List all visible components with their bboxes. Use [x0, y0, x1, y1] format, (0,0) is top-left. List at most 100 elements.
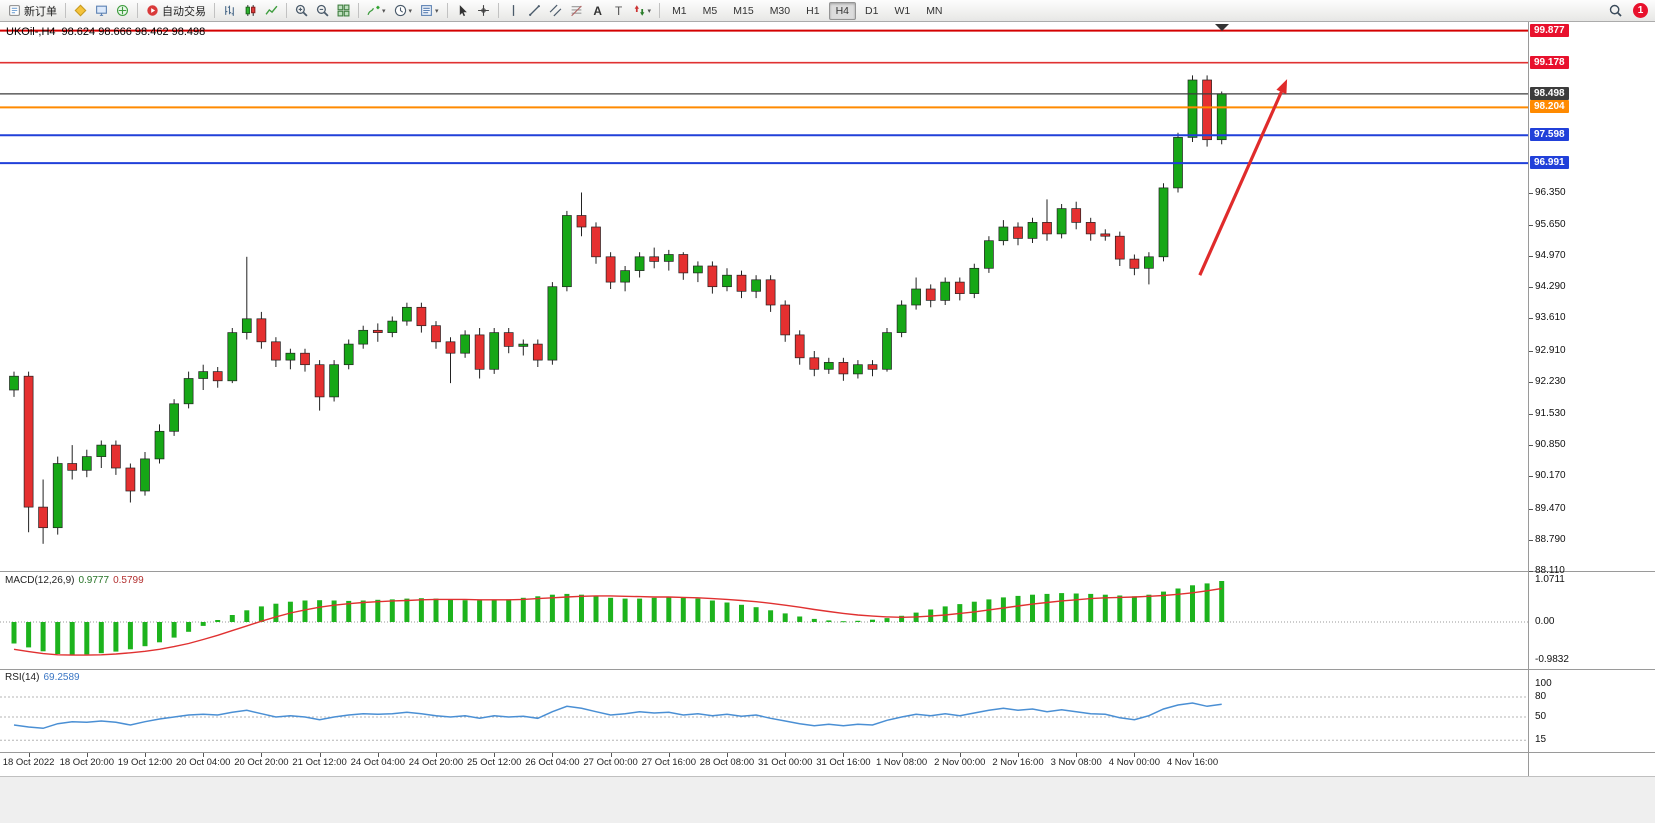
- dropdown-caret-icon: ▾: [435, 7, 439, 15]
- time-axis-tick: [1192, 753, 1194, 757]
- time-axis-label: 3 Nov 08:00: [1050, 757, 1102, 768]
- time-axis-tick: [1134, 753, 1136, 757]
- indicators-icon: [367, 4, 380, 17]
- favorites-button[interactable]: [71, 2, 90, 20]
- bars-icon: [223, 4, 236, 17]
- zoom-in-button[interactable]: [292, 2, 311, 20]
- time-axis-label: 26 Oct 04:00: [525, 757, 580, 768]
- vline-icon: [507, 4, 520, 17]
- macd-signal-value: 0.5799: [113, 575, 144, 586]
- price-axis-tick: [1529, 508, 1533, 510]
- price-axis-label: 94.970: [1535, 249, 1566, 261]
- price-axis-label: 91.530: [1535, 407, 1566, 419]
- timeframe-h4-button[interactable]: H4: [828, 1, 856, 20]
- trend-arrow-annotation[interactable]: [1198, 79, 1288, 276]
- time-axis-label: 24 Oct 20:00: [408, 757, 464, 768]
- crosshair-icon: [477, 4, 490, 17]
- price-axis-label: 92.230: [1535, 375, 1566, 387]
- price-axis-label: 88.790: [1535, 533, 1566, 545]
- trendline-button[interactable]: [525, 2, 544, 20]
- price-axis-tick: [1529, 350, 1533, 352]
- templates-icon: [420, 4, 433, 17]
- timeframe-w1-button[interactable]: W1: [894, 4, 911, 17]
- time-axis-label: 18 Oct 20:00: [59, 757, 114, 768]
- macd-scale-label: 1.0711: [1535, 574, 1565, 586]
- time-axis-tick: [145, 753, 146, 757]
- time-axis-tick: [901, 753, 903, 757]
- timeframe-d1-button[interactable]: D1: [865, 4, 879, 17]
- chart-shift-marker[interactable]: [1215, 24, 1229, 31]
- price-axis-label: 95.650: [1535, 218, 1566, 230]
- text-button[interactable]: A: [588, 2, 607, 20]
- line-chart-button[interactable]: [262, 2, 281, 20]
- svg-text:T: T: [615, 4, 622, 17]
- price-axis-label: 88.110: [1535, 564, 1565, 576]
- timeframe-m15-button[interactable]: M15: [733, 4, 754, 17]
- toolbar-separator: [65, 3, 66, 18]
- cursor-button[interactable]: [453, 2, 472, 20]
- price-axis: 96.350 95.650 94.970 94.290 93.610 92.910 92.2…: [1528, 0, 1655, 776]
- rsi-indicator-label: RSI(14) 69.2589: [5, 672, 80, 683]
- zoom-out-button[interactable]: [313, 2, 332, 20]
- price-axis-tick: [1529, 413, 1533, 415]
- toolbar-separator: [358, 3, 359, 18]
- macd-indicator-label: MACD(12,26,9) 0.9777 0.5799: [5, 575, 144, 586]
- time-axis: 18 Oct 2022 18 Oct 20:00 19 Oct 12:00 20 Oc…: [0, 752, 1655, 776]
- price-tag-98.204: 98.204: [1530, 100, 1569, 114]
- timeframe-m5-button[interactable]: M5: [702, 4, 718, 17]
- bar-chart-button[interactable]: [220, 2, 239, 20]
- trendline-icon: [528, 4, 541, 17]
- new-order-button[interactable]: 新订单: [5, 2, 60, 20]
- time-axis-label: 27 Oct 16:00: [641, 757, 696, 768]
- rsi-name-label: RSI(14): [5, 672, 40, 683]
- notification-badge[interactable]: 1: [1633, 3, 1648, 18]
- candles-layer: [9, 75, 1227, 544]
- price-axis-tick: [1529, 224, 1533, 226]
- text-label-button[interactable]: T: [609, 2, 628, 20]
- timeframe-h1-button[interactable]: H1: [806, 4, 820, 17]
- price-axis-tick: [1529, 476, 1533, 478]
- time-axis-label: 4 Nov 00:00: [1108, 757, 1160, 768]
- search-button[interactable]: [1606, 2, 1625, 20]
- tile-windows-button[interactable]: [334, 2, 353, 20]
- price-axis-label: 89.470: [1535, 502, 1566, 514]
- timeframe-m1-button[interactable]: M1: [672, 4, 687, 17]
- time-axis-tick: [727, 753, 728, 757]
- toolbar: 新订单 自动交易 ▾ ▾ ▾ A T ▾ M1 M5 M15 M30 H1 H4 D1 W1 MN 1: [0, 0, 1655, 22]
- price-tag-96.991: 96.991: [1530, 156, 1569, 170]
- indicators-button[interactable]: ▾: [364, 2, 389, 20]
- market-watch-button[interactable]: [92, 2, 111, 20]
- channel-button[interactable]: [546, 2, 565, 20]
- macd-name-label: MACD(12,26,9): [5, 575, 75, 586]
- periods-icon: [394, 4, 407, 17]
- price-axis-label: 92.910: [1535, 344, 1566, 356]
- bottom-strip: [0, 776, 1655, 823]
- arrows-button[interactable]: ▾: [630, 2, 655, 20]
- timeframe-m30-button[interactable]: M30: [769, 4, 791, 17]
- candlestick-chart-button[interactable]: [241, 2, 260, 20]
- new-order-button-label: 新订单: [24, 5, 57, 18]
- timeframe-mn-button[interactable]: MN: [926, 4, 943, 17]
- price-axis-label: 90.850: [1535, 439, 1566, 451]
- dropdown-caret-icon: ▾: [382, 7, 386, 15]
- navigator-button[interactable]: [113, 2, 132, 20]
- line-chart-icon: [265, 4, 278, 17]
- price-tag-97.598: 97.598: [1530, 128, 1569, 142]
- price-axis-tick: [1529, 287, 1533, 289]
- vertical-line-button[interactable]: [504, 2, 523, 20]
- auto-trading-button[interactable]: 自动交易: [143, 2, 209, 20]
- crosshair-button[interactable]: [474, 2, 493, 20]
- monitor-icon: [95, 4, 108, 17]
- time-axis-label: 4 Nov 16:00: [1166, 757, 1219, 768]
- channel-icon: [549, 4, 562, 17]
- periods-button[interactable]: ▾: [391, 2, 416, 20]
- price-tag-99.178: 99.178: [1530, 55, 1569, 69]
- time-axis-tick: [28, 753, 30, 757]
- time-axis-label: 20 Oct 04:00: [175, 757, 231, 768]
- dropdown-caret-icon: ▾: [408, 7, 413, 15]
- cursor-icon: [456, 4, 469, 17]
- dropdown-caret-icon: ▾: [647, 7, 652, 15]
- fibonacci-button[interactable]: [567, 2, 586, 20]
- templates-button[interactable]: ▾: [417, 2, 442, 20]
